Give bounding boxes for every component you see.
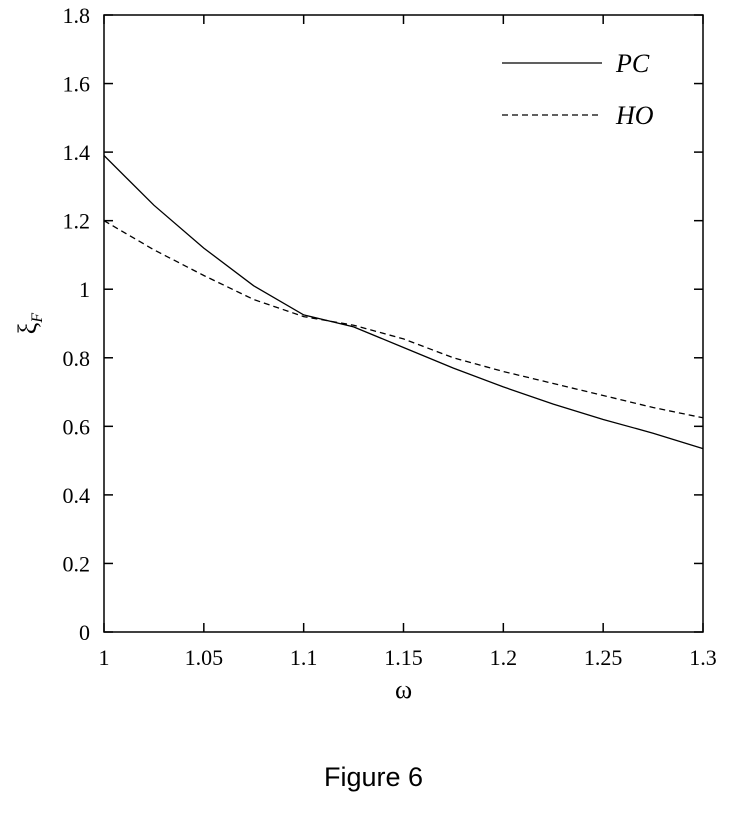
series-line-ho <box>103 220 704 419</box>
y-axis-label-main: ξ <box>13 323 42 335</box>
y-tick-label: 0.2 <box>63 551 91 576</box>
y-axis-label-subscript: F <box>29 313 46 324</box>
y-tick-label: 0.4 <box>63 483 91 508</box>
y-tick-label: 0.6 <box>63 414 91 439</box>
y-tick-label: 0.8 <box>63 346 91 371</box>
x-tick-label: 1 <box>99 645 110 670</box>
x-tick-label: 1.05 <box>185 645 224 670</box>
legend-label-ho: HO <box>615 101 654 130</box>
x-tick-label: 1.25 <box>584 645 623 670</box>
y-tick-label: 1.6 <box>63 72 91 97</box>
lines-layer <box>103 155 704 450</box>
ticks-layer: 1 1.05 1.1 1.15 1.2 1.25 1.3 0 0.2 0.4 0.6 0.8 1 1.2 1… <box>63 3 717 670</box>
x-axis-label: ω <box>395 675 412 704</box>
y-tick-label: 1 <box>79 277 90 302</box>
figure-caption: Figure 6 <box>323 762 424 792</box>
x-tick-label: 1.15 <box>384 645 423 670</box>
plot-frame <box>103 14 704 633</box>
x-tick-label: 1.3 <box>689 645 717 670</box>
series-line-pc <box>103 155 704 450</box>
y-tick-label: 1.2 <box>63 209 91 234</box>
y-tick-label: 1.4 <box>63 140 91 165</box>
legend: PC HO <box>502 49 654 130</box>
x-tick-label: 1.2 <box>490 645 518 670</box>
y-axis-label: ξF <box>13 313 46 335</box>
y-tick-label: 0 <box>79 620 90 645</box>
legend-label-pc: PC <box>615 49 650 78</box>
y-tick-label: 1.8 <box>63 3 91 28</box>
x-tick-label: 1.1 <box>290 645 318 670</box>
